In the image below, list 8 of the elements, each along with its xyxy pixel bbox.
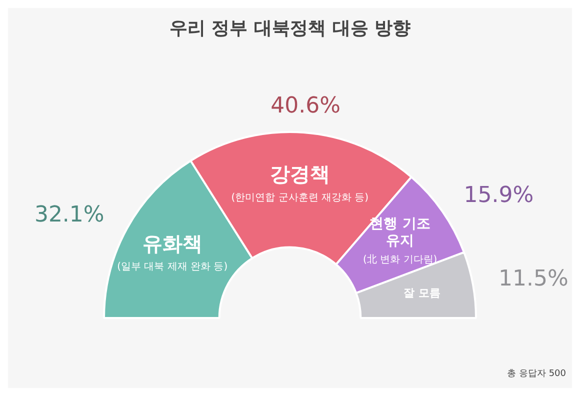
text: 총 응답자 500 [507, 368, 566, 380]
data-label: 11.5% [498, 266, 568, 292]
slice-label: 유화책 (일부 대북 제재 완화 등) [117, 231, 228, 273]
data-label: 40.6% [270, 93, 341, 118]
slice-label: 강경책 (한미연합 군사훈련 재강화 등) [231, 162, 369, 204]
chart-title: 우리 정부 대북정책 대응 방향 [168, 17, 412, 40]
data-label: 32.1% [34, 202, 104, 228]
data-label: 15.9% [464, 183, 534, 208]
